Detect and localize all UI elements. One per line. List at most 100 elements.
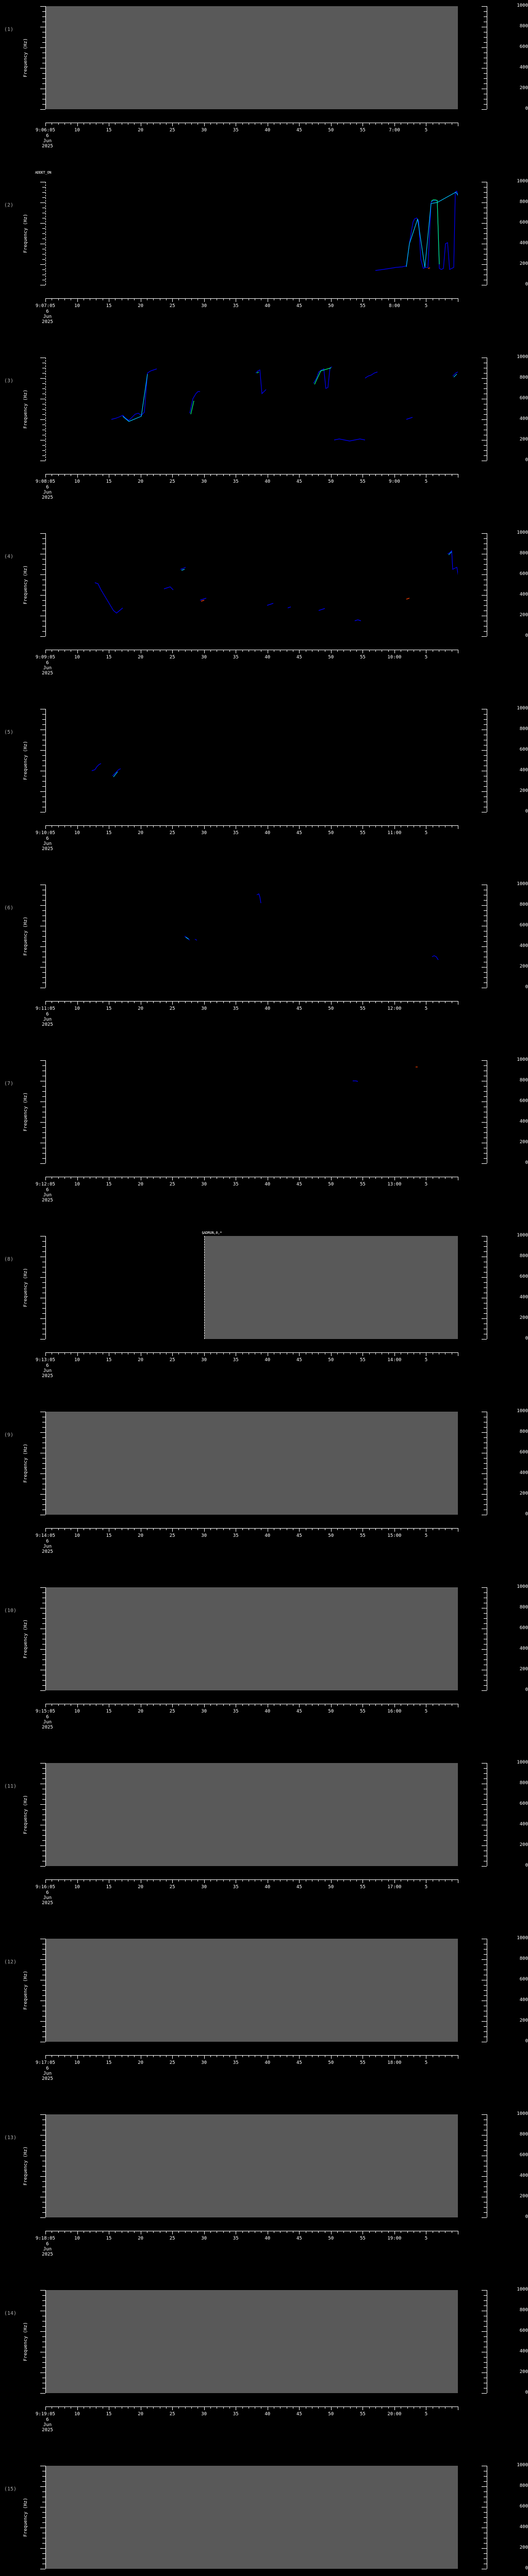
x-tick: [223, 1528, 224, 1530]
x-tick: [318, 1001, 319, 1003]
x-tick: [77, 1001, 78, 1005]
x-tick: [210, 2231, 211, 2233]
right-y-tick: [482, 2021, 487, 2022]
y-tick: [42, 982, 45, 983]
trace-layer: [45, 885, 458, 988]
x-tick-label: 50: [328, 1885, 334, 1890]
y-tick: [40, 2135, 45, 2136]
trace-line: [453, 374, 457, 378]
x-tick: [362, 298, 364, 302]
y-tick-label: 0: [525, 985, 528, 990]
y-tick: [42, 2522, 45, 2523]
y-tick-label: 400: [519, 2173, 528, 2178]
date-month: Jun: [43, 1368, 52, 1374]
x-tick: [356, 2231, 357, 2233]
x-tick: [172, 2231, 173, 2234]
right-y-tick: [482, 574, 487, 575]
x-tick: [64, 1352, 65, 1354]
x-tick: [115, 1528, 116, 1530]
right-y-tick: [484, 714, 487, 715]
y-tick: [42, 192, 45, 193]
x-tick-label: 9:00: [389, 479, 400, 484]
right-y-tick: [484, 2522, 487, 2523]
trace-svg: [353, 1066, 418, 1082]
x-tick-label: 50: [328, 655, 334, 660]
x-tick: [223, 123, 224, 125]
x-tick: [191, 123, 192, 125]
x-tick: [331, 1528, 332, 1532]
right-y-tick: [484, 259, 487, 260]
y-tick: [42, 1458, 45, 1459]
x-tick: [369, 1177, 370, 1179]
x-tick: [229, 2406, 230, 2409]
x-tick: [388, 2231, 389, 2233]
x-tick: [204, 2406, 205, 2410]
right-y-tick: [482, 109, 487, 110]
x-tick: [369, 1528, 370, 1530]
x-tick-label: 10: [74, 2236, 80, 2241]
x-tick-label: 10: [74, 655, 80, 660]
x-tick: [185, 1177, 186, 1179]
y-axis-spine: [45, 1763, 46, 1866]
x-tick: [343, 1001, 344, 1003]
x-tick-label: 30: [201, 2412, 207, 2417]
x-tick: [185, 1879, 186, 1882]
right-y-tick: [482, 1101, 487, 1102]
x-tick: [172, 298, 173, 302]
x-tick-label: 30: [201, 1709, 207, 1714]
date-day: 6: [46, 2417, 49, 2422]
x-tick-label: 55: [359, 1709, 366, 1714]
trace-line: [354, 619, 361, 621]
x-tick-label: 50: [328, 2236, 334, 2241]
x-tick-label: 5: [424, 1709, 428, 1714]
y-tick-label: 0: [525, 633, 528, 638]
y-tick: [42, 900, 45, 901]
x-axis-date: 6 Jun 2025: [42, 485, 53, 500]
x-tick: [388, 650, 389, 652]
panel-1: (1) 0 200 400 600 800 1000 Frequency (Hz) 9:06:0…: [0, 0, 528, 176]
plot-area: [45, 2114, 458, 2217]
y-tick: [42, 1504, 45, 1505]
x-tick: [45, 2406, 46, 2410]
y-tick: [42, 1623, 45, 1624]
x-tick: [134, 123, 135, 125]
panel-8: (8) 0 200 400 600 800 1000 Frequency (Hz) 9:13:0…: [0, 1230, 528, 1405]
x-tick: [153, 2231, 154, 2233]
x-tick: [337, 1352, 338, 1354]
x-tick: [172, 2406, 173, 2410]
y-tick: [40, 2021, 45, 2022]
x-tick: [223, 650, 224, 652]
y-tick: [40, 47, 45, 48]
trace-layer: [45, 533, 458, 636]
x-tick: [210, 1528, 211, 1530]
date-year: 2025: [42, 495, 53, 500]
x-tick: [362, 825, 364, 829]
y-tick: [42, 600, 45, 601]
x-tick-label: 17:00: [387, 1885, 402, 1890]
x-tick: [172, 2055, 173, 2059]
x-tick: [77, 298, 78, 302]
right-y-tick: [484, 254, 487, 255]
x-tick: [331, 825, 332, 829]
x-tick-label: 5: [424, 655, 428, 660]
x-tick: [166, 650, 167, 652]
x-axis-date: 6 Jun 2025: [42, 133, 53, 149]
y-tick: [42, 73, 45, 74]
x-tick-label: 55: [359, 1358, 366, 1363]
y-tick-label: 0: [525, 2566, 528, 2571]
x-tick-label: 15: [106, 1358, 112, 1363]
x-tick: [375, 1352, 376, 1354]
x-tick: [172, 650, 173, 653]
x-tick: [375, 2231, 376, 2233]
x-tick-label: 35: [233, 1358, 239, 1363]
right-y-tick: [482, 1432, 487, 1433]
x-tick: [64, 650, 65, 652]
x-tick-label: 30: [201, 1885, 207, 1890]
x-tick: [331, 1879, 332, 1883]
y-tick: [42, 977, 45, 978]
x-tick-label: 9:16:05: [36, 1885, 55, 1890]
x-tick: [210, 474, 211, 476]
x-tick-label: 45: [296, 1533, 302, 1538]
right-y-tick: [484, 1272, 487, 1273]
right-y-tick: [482, 2331, 487, 2332]
